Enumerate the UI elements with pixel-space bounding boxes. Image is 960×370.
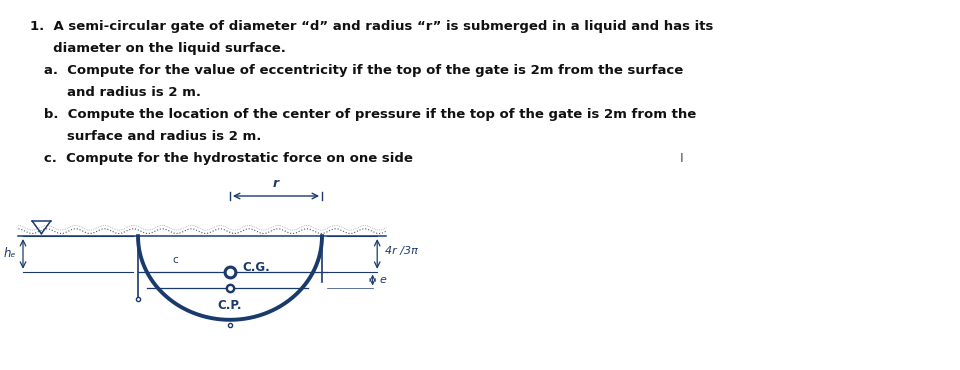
- Text: a.  Compute for the value of eccentricity if the top of the gate is 2m from the : a. Compute for the value of eccentricity…: [30, 64, 684, 77]
- Text: I: I: [680, 152, 684, 165]
- Text: 1.  A semi-circular gate of diameter “d” and radius “r” is submerged in a liquid: 1. A semi-circular gate of diameter “d” …: [30, 20, 713, 33]
- Text: surface and radius is 2 m.: surface and radius is 2 m.: [30, 130, 261, 143]
- Text: e: e: [380, 275, 387, 285]
- Text: r: r: [273, 177, 279, 190]
- Text: c: c: [172, 255, 178, 265]
- Text: C.P.: C.P.: [218, 299, 242, 312]
- Text: hₑ: hₑ: [3, 248, 15, 260]
- Text: diameter on the liquid surface.: diameter on the liquid surface.: [30, 42, 286, 55]
- Text: b.  Compute the location of the center of pressure if the top of the gate is 2m : b. Compute the location of the center of…: [30, 108, 696, 121]
- Text: and radius is 2 m.: and radius is 2 m.: [30, 86, 201, 99]
- Text: C.G.: C.G.: [242, 261, 270, 274]
- Text: 4r /3π: 4r /3π: [385, 246, 418, 256]
- Text: c.  Compute for the hydrostatic force on one side: c. Compute for the hydrostatic force on …: [30, 152, 413, 165]
